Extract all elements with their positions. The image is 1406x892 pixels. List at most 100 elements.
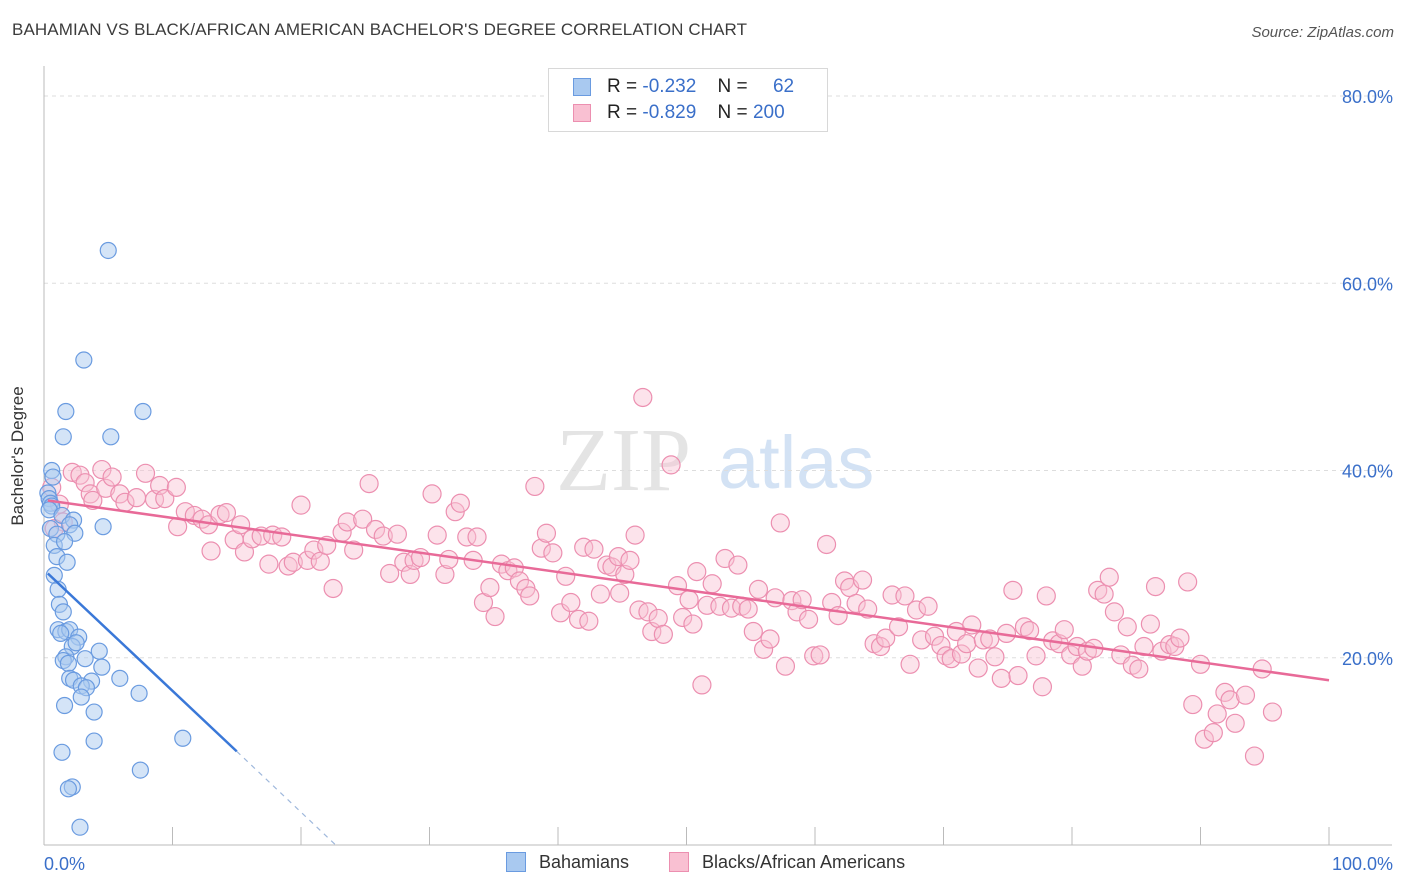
point-blacks: [912, 630, 932, 650]
y-tick-label: 80.0%: [1342, 87, 1393, 107]
point-blacks: [450, 493, 470, 513]
point-blacks: [359, 474, 379, 494]
point-blacks: [895, 586, 915, 606]
point-blacks: [1178, 572, 1198, 592]
point-bahamians: [76, 650, 94, 668]
point-blacks: [556, 566, 576, 586]
point-bahamians: [59, 654, 78, 672]
point-blacks: [435, 564, 455, 585]
x-tick-label-max: 100.0%: [1332, 854, 1393, 874]
point-blacks: [985, 647, 1005, 667]
point-blacks: [278, 556, 298, 576]
point-bahamians: [54, 603, 72, 621]
point-blacks: [201, 541, 221, 561]
point-bahamians: [85, 732, 103, 750]
series-bahamians: [39, 241, 192, 836]
point-blacks: [1140, 614, 1160, 634]
point-blacks: [584, 539, 604, 559]
legend-swatch-blacks: [573, 104, 591, 122]
point-blacks: [283, 552, 303, 572]
point-blacks: [918, 596, 938, 616]
point-blacks: [1008, 665, 1028, 686]
y-tick-label: 20.0%: [1342, 649, 1393, 669]
trend-line-blacks: [47, 499, 1330, 682]
point-blacks: [743, 621, 763, 642]
point-bahamians: [55, 696, 74, 715]
point-blacks: [96, 478, 116, 498]
point-blacks: [610, 583, 630, 603]
point-blacks: [1244, 746, 1265, 766]
point-blacks: [661, 455, 681, 475]
point-blacks: [1104, 602, 1125, 622]
point-blacks: [365, 519, 386, 540]
point-blacks: [272, 527, 292, 547]
point-blacks: [344, 540, 364, 560]
point-blacks: [259, 554, 279, 574]
trend-line-bahamians-extension: [236, 750, 337, 846]
point-blacks: [816, 534, 837, 555]
watermark-atlas: atlas: [718, 421, 874, 504]
chart-title: BAHAMIAN VS BLACK/AFRICAN AMERICAN BACHE…: [12, 20, 748, 39]
point-blacks: [804, 646, 824, 666]
point-blacks: [1117, 617, 1137, 637]
point-blacks: [1129, 659, 1149, 679]
point-blacks: [520, 586, 540, 606]
y-tick-label: 60.0%: [1342, 274, 1393, 294]
point-blacks: [770, 513, 790, 533]
watermark-zip: ZIP: [556, 411, 691, 510]
point-blacks: [387, 524, 407, 544]
point-blacks: [702, 574, 722, 594]
point-blacks: [692, 675, 712, 695]
point-blacks: [957, 634, 977, 654]
point-blacks: [291, 495, 311, 515]
point-blacks: [1036, 586, 1056, 606]
point-blacks: [135, 463, 156, 483]
point-blacks: [924, 626, 945, 646]
point-bahamians: [53, 743, 71, 761]
point-bahamians: [52, 624, 70, 643]
point-blacks: [536, 523, 557, 543]
tick-labels: 20.0% 40.0% 60.0% 80.0% 0.0% 100.0%: [44, 87, 1393, 874]
legend-swatch-blacks-bottom: [669, 852, 689, 872]
point-bahamians: [85, 703, 103, 721]
point-blacks: [1262, 702, 1283, 722]
point-blacks: [951, 644, 972, 664]
legend-stats-blacks: R = -0.829 N = 200: [607, 102, 785, 123]
point-blacks: [304, 540, 324, 560]
point-blacks: [633, 387, 653, 408]
point-blacks: [353, 509, 373, 529]
legend-label-blacks: Blacks/African Americans: [702, 852, 906, 872]
point-bahamians: [59, 780, 78, 798]
point-bahamians: [67, 634, 85, 652]
point-blacks: [968, 658, 988, 678]
point-blacks: [543, 543, 563, 563]
point-blacks: [1207, 704, 1227, 724]
point-blacks: [1032, 677, 1053, 697]
point-blacks: [216, 503, 237, 523]
point-blacks: [931, 635, 951, 656]
legend-label-bahamians: Bahamians: [539, 852, 630, 872]
point-blacks: [760, 629, 780, 649]
point-blacks: [561, 592, 581, 613]
axes: [43, 66, 1392, 846]
y-tick-label: 40.0%: [1342, 462, 1393, 482]
point-bahamians: [72, 688, 90, 706]
point-blacks: [1019, 620, 1040, 641]
series-blacks-african-americans: [42, 387, 1283, 766]
point-bahamians: [54, 428, 72, 446]
point-bahamians: [99, 241, 117, 260]
point-blacks: [485, 606, 505, 627]
point-blacks: [798, 609, 819, 629]
point-blacks: [457, 527, 477, 547]
point-blacks: [810, 645, 830, 665]
point-bahamians: [44, 468, 62, 486]
point-blacks: [846, 593, 866, 614]
point-blacks: [337, 512, 357, 532]
point-blacks: [525, 476, 545, 497]
point-blacks: [728, 555, 748, 575]
point-blacks: [876, 628, 896, 648]
point-bahamians: [93, 658, 111, 676]
legend-swatch-bahamians-bottom: [506, 852, 526, 872]
point-blacks: [75, 473, 95, 493]
